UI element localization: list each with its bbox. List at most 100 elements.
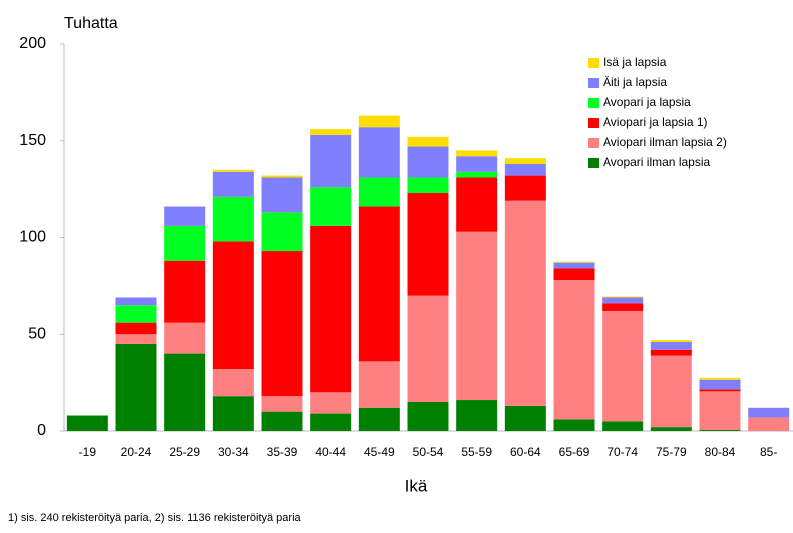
x-tick-label: 80-84	[705, 445, 736, 459]
bar-segment	[553, 419, 595, 431]
x-tick-label: 25-29	[169, 445, 200, 459]
bar-segment	[553, 268, 595, 281]
x-tick-label: 40-44	[315, 445, 346, 459]
x-tick-label: 70-74	[607, 445, 638, 459]
bar-segment	[261, 411, 303, 431]
bar-segment	[553, 262, 595, 269]
legend-swatch	[588, 118, 599, 128]
bar-segment	[407, 401, 449, 431]
legend-swatch	[588, 158, 599, 168]
bar-segment	[748, 407, 790, 418]
legend-swatch	[588, 78, 599, 88]
bar-segment	[602, 311, 644, 422]
x-tick-label: 45-49	[364, 445, 395, 459]
x-tick-label: 60-64	[510, 445, 541, 459]
bar-segment	[602, 297, 644, 304]
bar-segment	[261, 175, 303, 178]
bar-segment	[358, 206, 400, 362]
bar-segment	[456, 156, 498, 172]
bar-segment	[164, 260, 206, 323]
bar-segment	[650, 340, 692, 342]
legend-label: Aviopari ilman lapsia 2)	[603, 135, 727, 149]
x-tick-label: -19	[79, 445, 97, 459]
x-tick-label: 20-24	[121, 445, 152, 459]
bar-segment	[115, 343, 157, 431]
y-tick-label: 0	[37, 422, 46, 439]
bar-segment	[212, 369, 254, 397]
bar-segment	[407, 136, 449, 147]
bar-segment	[456, 231, 498, 401]
legend-swatch	[588, 138, 599, 148]
bar-segment	[407, 177, 449, 193]
bar-segment	[115, 334, 157, 344]
legend-label: Avopari ja lapsia	[603, 95, 691, 109]
bar-segment	[650, 427, 692, 431]
bar-segment	[164, 225, 206, 261]
bar-segment	[358, 407, 400, 431]
legend-label: Äiti ja lapsia	[603, 75, 667, 89]
x-tick-label: 85-	[760, 445, 777, 459]
bar-segment	[261, 396, 303, 412]
bar-segment	[456, 177, 498, 232]
y-unit-label: Tuhatta	[64, 15, 118, 32]
bar-segment	[602, 303, 644, 312]
bar-segment	[358, 177, 400, 207]
bar-segment	[164, 206, 206, 226]
bar-segment	[66, 415, 108, 431]
bar-segment	[699, 391, 741, 431]
footnote: 1) sis. 240 rekisteröityä paria, 2) sis.…	[8, 512, 302, 524]
bar-segment	[456, 400, 498, 431]
bar-segment	[407, 295, 449, 402]
bar-segment	[602, 421, 644, 431]
bar-segment	[748, 417, 790, 431]
bar-segment	[650, 349, 692, 356]
bar-segment	[504, 405, 546, 431]
bar-segment	[310, 225, 352, 393]
bar-segment	[164, 353, 206, 431]
legend-label: Avopari ilman lapsia	[603, 155, 710, 169]
x-tick-label: 65-69	[559, 445, 590, 459]
bar-segment	[504, 200, 546, 406]
legend-swatch	[588, 98, 599, 108]
bar-segment	[310, 187, 352, 226]
bar-segment	[358, 127, 400, 178]
bar-segment	[212, 241, 254, 370]
bar-segment	[699, 430, 741, 431]
x-axis-label: Ikä	[405, 476, 428, 495]
x-tick-label: 75-79	[656, 445, 687, 459]
legend-swatch	[588, 58, 599, 68]
legend-label: Isä ja lapsia	[603, 55, 667, 69]
y-tick-label: 100	[19, 229, 46, 246]
bar-segment	[504, 163, 546, 176]
bar-segment	[261, 177, 303, 213]
bar-segment	[115, 322, 157, 335]
bar-segment	[650, 355, 692, 428]
bar-segment	[699, 377, 741, 380]
bar-segment	[407, 192, 449, 296]
bar-segment	[212, 396, 254, 431]
bar-segment	[699, 389, 741, 392]
bar-segment	[115, 297, 157, 306]
bar-segment	[504, 175, 546, 201]
bar-segment	[261, 212, 303, 252]
bar-segment	[310, 392, 352, 414]
bar-segment	[358, 361, 400, 408]
bar-segment	[407, 146, 449, 178]
bar-segment	[310, 413, 352, 431]
bar-segment	[212, 171, 254, 197]
bar-segment	[456, 171, 498, 178]
bar-segment	[212, 169, 254, 172]
bar-segment	[212, 196, 254, 242]
bar-segment	[261, 251, 303, 397]
y-tick-label: 150	[19, 132, 46, 149]
bar-segment	[699, 379, 741, 390]
bar-segment	[602, 296, 644, 298]
bar-segment	[553, 261, 595, 263]
bar-segment	[164, 322, 206, 354]
bar-segment	[310, 134, 352, 188]
bar-segment	[504, 158, 546, 164]
bar-segment	[358, 115, 400, 128]
y-tick-label: 50	[28, 325, 46, 342]
x-tick-label: 50-54	[413, 445, 444, 459]
